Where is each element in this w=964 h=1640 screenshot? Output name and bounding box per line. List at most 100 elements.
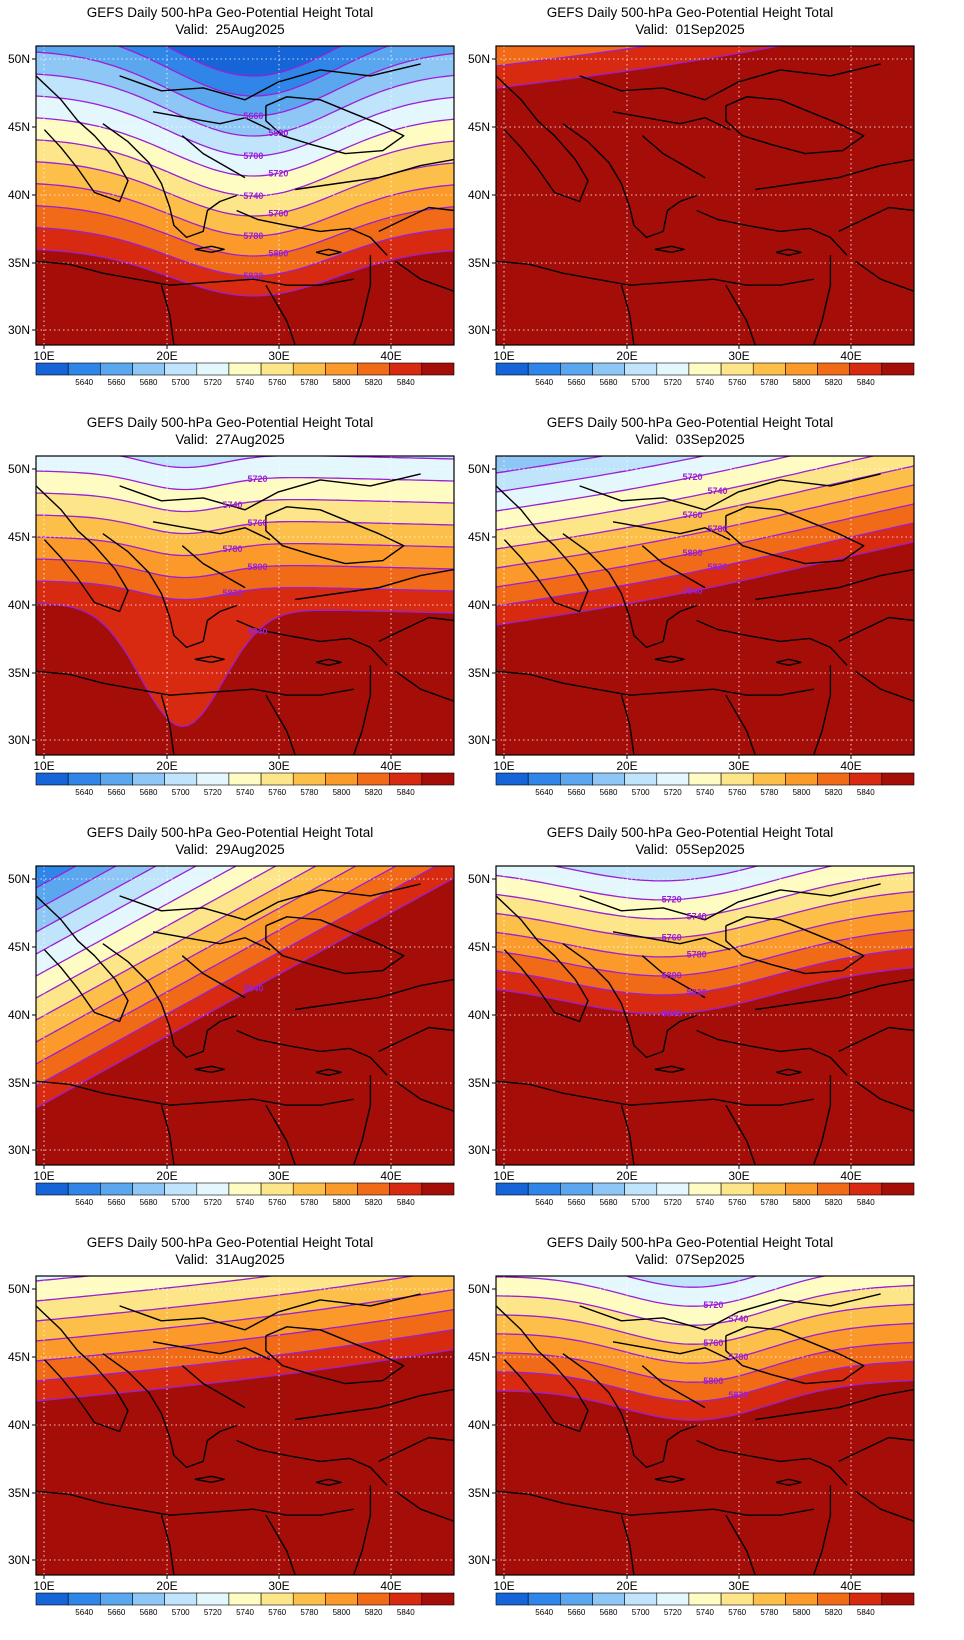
colorbar-label: 5660 [568,378,586,387]
height-band [32,820,458,868]
contour-line [36,866,438,1087]
coastline [612,1341,731,1361]
y-tick-label: 45N [8,1350,30,1364]
contour-label: 5780 [687,950,707,960]
colorbar-label: 5720 [664,1198,682,1207]
coastline [36,1080,354,1106]
coastline [102,1353,237,1469]
contour-line [36,226,454,277]
colorbar-label: 5780 [760,1198,778,1207]
colorbar-swatch [389,1592,423,1606]
contour-line [36,866,318,1021]
contour-line [32,1230,458,1261]
colorbar-swatch [752,1592,786,1606]
colorbar-label: 5840 [857,378,875,387]
contour-label: 5720 [268,168,288,178]
colorbar-swatch [357,362,391,376]
coastline [194,1475,225,1483]
map-svg: 5660 5680 5700 5720 5740 5760 5780 5800 5820 10E 2… [8,45,455,387]
coastline [181,135,246,179]
map-panel-05sep: GEFS Daily 500-hPa Geo-Potential Height … [460,820,920,1230]
colorbar-label: 5720 [204,788,222,797]
contour-label: 5800 [268,249,288,259]
coastline [265,1514,296,1575]
colorbar-swatch [164,1592,198,1606]
map-panel-27aug: GEFS Daily 500-hPa Geo-Potential Height … [0,410,460,820]
panel-valid-date: Valid: 07Sep2025 [635,1252,745,1267]
panel-valid-date: Valid: 03Sep2025 [635,432,745,447]
coastline [152,931,271,951]
colorbar-swatch [389,772,423,786]
coastline [696,1029,848,1076]
contour-line [36,95,454,157]
contour-line [36,514,454,535]
height-band [492,0,918,23]
contour-line [36,492,454,513]
x-tick-label: 10E [33,1579,54,1593]
colorbar-label: 5820 [825,1608,843,1617]
coastline [295,978,454,1011]
coastline [620,1515,635,1575]
x-tick-label: 20E [616,759,637,773]
colorbar-label: 5680 [600,1608,618,1617]
height-band [625,1276,757,1288]
contour-line [36,1348,454,1402]
y-tick-label: 40N [468,1418,490,1432]
colorbar-label: 5700 [632,378,650,387]
colorbar-label: 5760 [728,788,746,797]
contour-line [496,456,877,531]
coastline [295,158,454,191]
map-panel-03sep: GEFS Daily 500-hPa Geo-Potential Height … [460,410,920,820]
colorbar-swatch [357,772,391,786]
x-tick-label: 10E [493,759,514,773]
contour-line [496,484,914,569]
y-tick-label: 30N [468,733,490,747]
height-band [165,46,341,76]
y-tick-label: 40N [468,188,490,202]
colorbar-label: 5700 [172,1198,190,1207]
colorbar-swatch [228,772,262,786]
colorbar-swatch [228,1182,262,1196]
contour-line [496,46,783,89]
colorbar-swatch [849,772,883,786]
coastline [696,619,848,666]
coastline [36,260,354,286]
colorbar-label: 5640 [535,788,553,797]
coastline [775,1478,802,1486]
coastline [813,1075,832,1165]
x-tick-label: 40E [840,1579,861,1593]
coastline [395,670,454,702]
contour-line [492,1230,918,1249]
colorbar-swatch [132,772,166,786]
colorbar-label: 5820 [365,378,383,387]
y-tick-label: 40N [468,1008,490,1022]
colorbar-swatch [325,772,358,786]
contour-line [36,536,454,557]
colorbar-swatch [624,1182,658,1196]
colorbar-swatch [560,772,593,786]
coastline [395,1080,454,1112]
coastline [838,1026,914,1053]
contour-line [623,1276,759,1288]
colorbar-swatch [196,1592,230,1606]
x-tick-label: 40E [380,759,401,773]
colorbar-swatch [132,1182,166,1196]
panel-valid-date: Valid: 27Aug2025 [175,432,285,447]
panel-title: GEFS Daily 500-hPa Geo-Potential Height … [86,5,374,20]
coastline [641,135,706,179]
colorbar-swatch [881,1592,915,1606]
coastline [496,1305,589,1433]
contour-line [496,1322,914,1364]
colorbar-label: 5700 [632,1198,650,1207]
contour-line [36,1276,95,1282]
colorbar-swatch [849,362,883,376]
colorbar-label: 5760 [728,1608,746,1617]
colorbar-label: 5720 [664,1608,682,1617]
colorbar-swatch [35,1592,69,1606]
x-tick-label: 30E [728,1169,749,1183]
colorbar-swatch [527,1592,561,1606]
y-tick-label: 40N [8,598,30,612]
colorbar-swatch [785,772,818,786]
coastline [236,1439,388,1486]
